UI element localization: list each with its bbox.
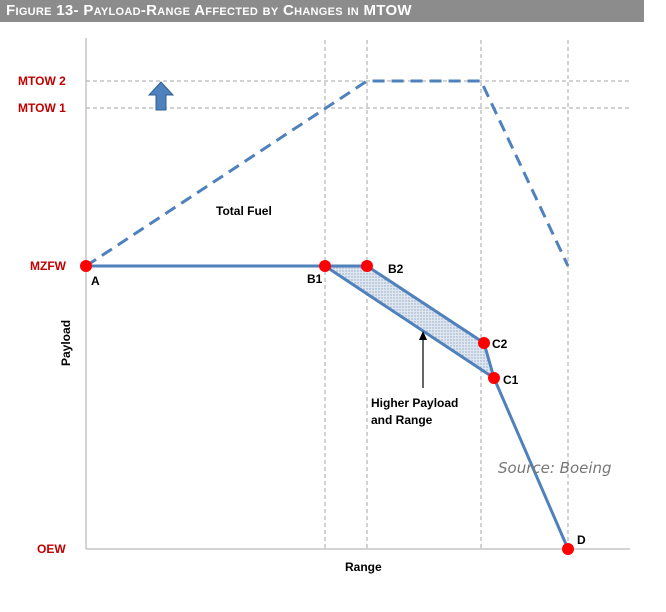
y-axis-title: Payload [59, 320, 73, 366]
point-a [80, 260, 92, 272]
oew-label: OEW [37, 542, 66, 556]
annotation-arrowhead-icon [419, 331, 427, 340]
mtow2-envelope-line [85, 79, 570, 268]
mtow2-envelope-solid-line [325, 264, 496, 379]
up-arrow-icon [147, 81, 175, 111]
point-b2-label: B2 [388, 262, 404, 276]
point-d [562, 543, 574, 555]
total-fuel-label: Total Fuel [216, 204, 272, 218]
higher-payload-label-line2: and Range [371, 413, 433, 427]
mtow1-label: MTOW 1 [18, 101, 66, 115]
higher-payload-label-line1: Higher Payload [371, 396, 458, 410]
point-c2-label: C2 [492, 337, 508, 351]
point-b1-label: B1 [307, 272, 323, 286]
point-a-label: A [91, 274, 100, 288]
source-label: Source: Boeing [498, 459, 612, 477]
point-c2 [478, 337, 490, 349]
mtow1-envelope-line [86, 264, 570, 550]
point-d-label: D [577, 533, 586, 547]
point-c1-label: C1 [503, 373, 519, 387]
figure-title: Figure 13- Payload-Range Affected by Cha… [0, 0, 644, 22]
point-b1 [319, 260, 331, 272]
x-axis-title: Range [345, 560, 382, 574]
point-b2 [361, 260, 373, 272]
mtow2-label: MTOW 2 [18, 74, 66, 88]
mzfw-label: MZFW [30, 259, 67, 273]
point-c1 [488, 372, 500, 384]
